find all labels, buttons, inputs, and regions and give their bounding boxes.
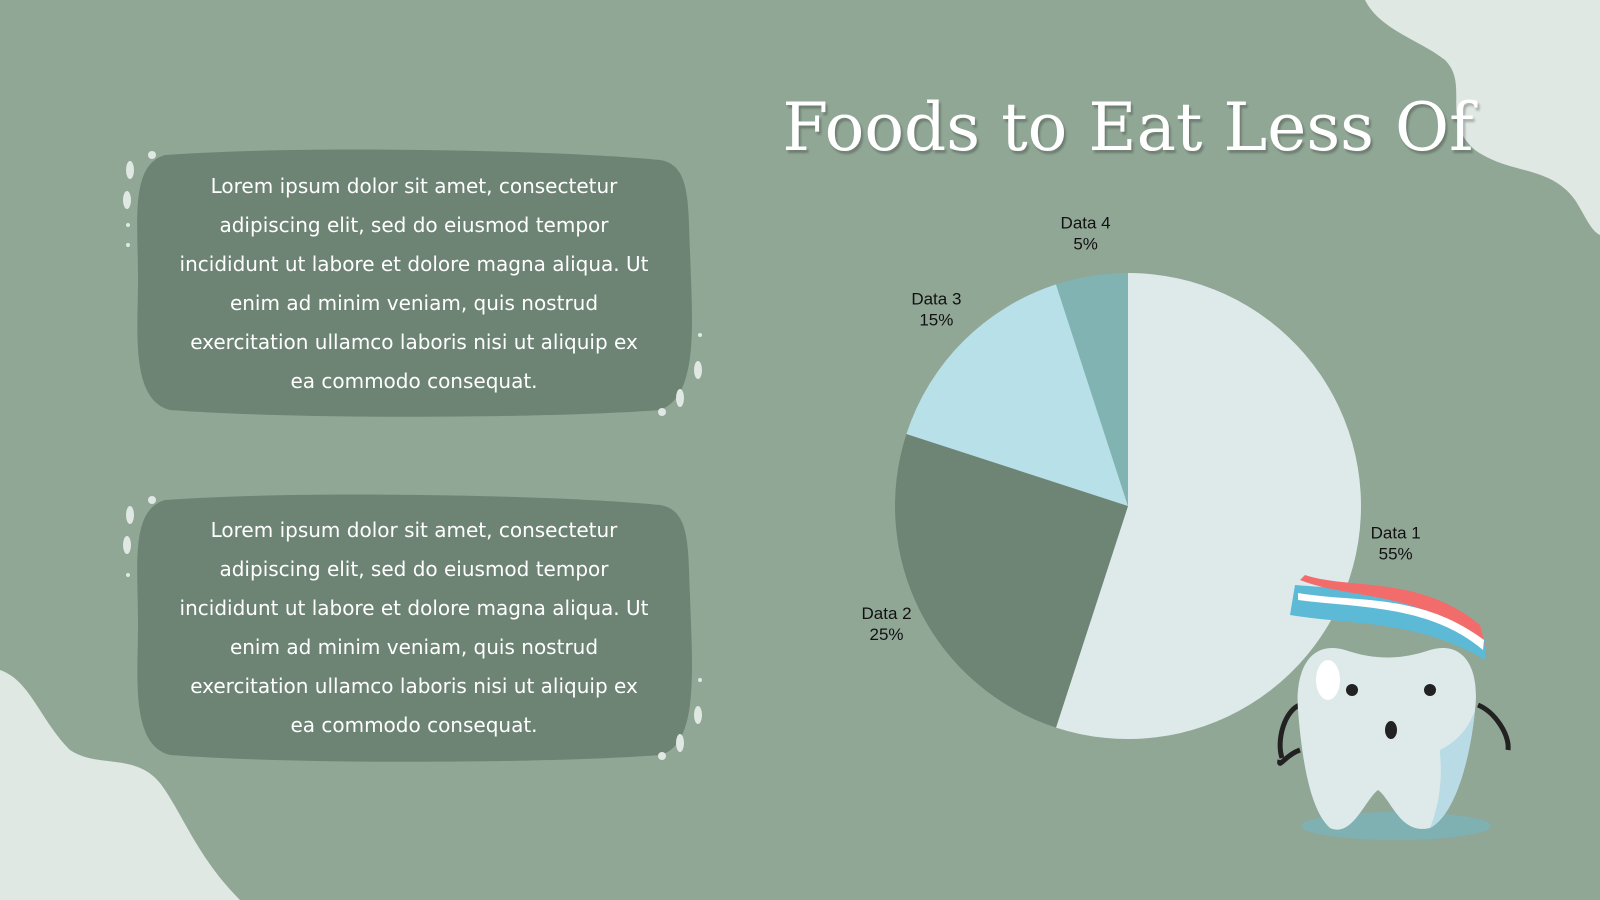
text-box-bg: [137, 494, 692, 762]
corner-blob: [0, 670, 240, 900]
tooth-illustration: [1277, 575, 1511, 840]
slice-label: Data 4: [1061, 213, 1111, 232]
decoration: [123, 151, 702, 760]
text-box: Lorem ipsum dolor sit amet, consectetur …: [138, 495, 690, 760]
pie-slice: [894, 433, 1128, 728]
chart-title: Foods to Eat Less Of: [782, 89, 1478, 166]
slice-label: Data 2: [861, 604, 911, 623]
slice-label: Data 1: [1371, 523, 1421, 542]
slice-value-label: 55%: [1379, 544, 1413, 563]
slice-value-label: 5%: [1073, 234, 1098, 253]
pie-slice: [1055, 273, 1128, 506]
slice-label: Data 3: [911, 289, 961, 308]
pie-slice: [906, 284, 1128, 506]
text-box: Lorem ipsum dolor sit amet, consectetur …: [138, 151, 690, 416]
slice-value-label: 25%: [870, 625, 904, 644]
pie-slice: [1055, 273, 1361, 739]
pie: Data 1 55% Data 2 25% Data 3 15% Data 4 5%: [861, 213, 1421, 739]
slice-value-label: 15%: [919, 310, 953, 329]
corner-blob: [1365, 0, 1600, 235]
text-box-bg: [137, 149, 692, 417]
body-text: Lorem ipsum dolor sit amet, consectetur …: [179, 173, 649, 393]
body-text: Lorem ipsum dolor sit amet, consectetur …: [179, 517, 649, 737]
